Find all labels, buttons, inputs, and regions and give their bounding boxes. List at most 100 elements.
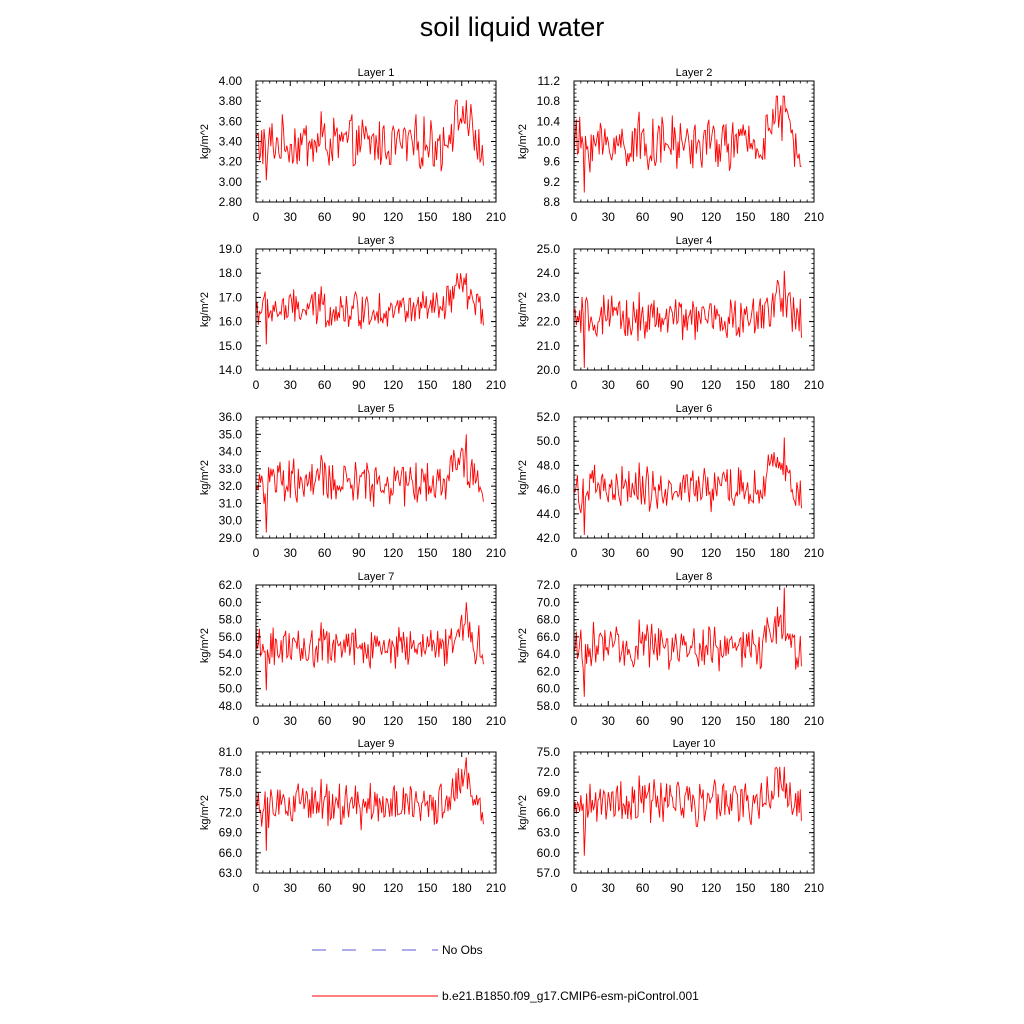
- x-tick-label: 30: [284, 881, 298, 895]
- y-tick-label: 15.0: [219, 339, 243, 353]
- x-tick-label: 60: [318, 714, 332, 728]
- x-tick-label: 60: [318, 210, 332, 224]
- y-axis-label: kg/m^2: [517, 460, 529, 495]
- x-tick-label: 150: [735, 714, 755, 728]
- x-tick-label: 150: [735, 378, 755, 392]
- x-tick-label: 30: [284, 714, 298, 728]
- x-tick-label: 60: [636, 881, 650, 895]
- x-tick-label: 180: [770, 210, 790, 224]
- y-tick-label: 8.8: [543, 195, 560, 209]
- y-tick-label: 48.0: [219, 699, 243, 713]
- x-tick-label: 90: [352, 546, 366, 560]
- series-line: [255, 99, 484, 181]
- x-tick-label: 0: [253, 210, 260, 224]
- y-tick-label: 66.0: [537, 806, 561, 820]
- panel-layer-10: Layer 10 kg/m^2 0 30 60 90 120 150 180 210 57.0 60.…: [517, 738, 824, 895]
- y-tick-label: 68.0: [537, 613, 561, 627]
- y-tick-label: 63.0: [219, 866, 243, 880]
- y-tick-label: 64.0: [537, 647, 561, 661]
- figure-title: soil liquid water: [419, 12, 605, 42]
- x-tick-label: 120: [701, 881, 721, 895]
- x-tick-label: 90: [670, 546, 684, 560]
- panel-title: Layer 3: [358, 235, 395, 247]
- x-tick-label: 210: [804, 881, 824, 895]
- y-tick-label: 81.0: [219, 745, 243, 759]
- panel-layer-6: Layer 6 kg/m^2 0 30 60 90 120 150 180 210 42.0 44.0…: [517, 403, 824, 560]
- y-tick-label: 17.0: [219, 290, 243, 304]
- y-tick-label: 58.0: [537, 699, 561, 713]
- series-line: [573, 766, 802, 856]
- plot-frame: [255, 248, 497, 371]
- x-tick-label: 120: [701, 378, 721, 392]
- y-tick-label: 3.00: [219, 175, 243, 189]
- y-tick-label: 69.0: [219, 826, 243, 840]
- x-tick-label: 210: [486, 881, 506, 895]
- panel-title: Layer 2: [676, 67, 713, 79]
- y-tick-label: 66.0: [219, 846, 243, 860]
- y-tick-label: 66.0: [537, 630, 561, 644]
- y-tick-label: 44.0: [537, 507, 561, 521]
- series-line: [573, 587, 802, 697]
- y-tick-label: 25.0: [537, 242, 561, 256]
- y-tick-label: 35.0: [219, 427, 243, 441]
- y-axis-label: kg/m^2: [199, 460, 211, 495]
- x-tick-label: 150: [417, 378, 437, 392]
- y-tick-label: 57.0: [537, 866, 561, 880]
- panel-layer-7: Layer 7 kg/m^2 0 30 60 90 120 150 180 210 48.0 50.0…: [199, 571, 506, 728]
- x-tick-label: 90: [670, 378, 684, 392]
- x-tick-label: 210: [486, 546, 506, 560]
- x-tick-label: 60: [636, 546, 650, 560]
- x-tick-label: 90: [670, 881, 684, 895]
- y-axis-label: kg/m^2: [199, 124, 211, 159]
- y-axis-label: kg/m^2: [517, 628, 529, 663]
- panel-layer-4: Layer 4 kg/m^2 0 30 60 90 120 150 180 210 20.0 21.0…: [517, 235, 824, 392]
- y-axis-label: kg/m^2: [199, 795, 211, 830]
- y-tick-label: 11.2: [538, 74, 561, 88]
- panel-title: Layer 5: [358, 403, 395, 415]
- panel-title: Layer 9: [358, 738, 395, 750]
- x-tick-label: 210: [804, 546, 824, 560]
- y-axis-label: kg/m^2: [517, 795, 529, 830]
- y-tick-label: 78.0: [219, 765, 243, 779]
- series-line: [255, 273, 484, 345]
- y-tick-label: 33.0: [219, 462, 243, 476]
- x-tick-label: 0: [571, 546, 578, 560]
- y-tick-label: 62.0: [219, 578, 243, 592]
- y-tick-label: 20.0: [537, 363, 561, 377]
- x-tick-label: 30: [602, 546, 616, 560]
- y-tick-label: 21.0: [537, 339, 561, 353]
- x-tick-label: 120: [383, 881, 403, 895]
- panel-layer-2: Layer 2 kg/m^2 0 30 60 90 120 150 180 210 8.8 9.2 9.…: [517, 67, 824, 224]
- y-tick-label: 72.0: [537, 578, 561, 592]
- x-tick-label: 0: [253, 546, 260, 560]
- y-tick-label: 4.00: [219, 74, 243, 88]
- y-tick-label: 60.0: [537, 846, 561, 860]
- y-tick-label: 50.0: [219, 682, 243, 696]
- y-tick-label: 19.0: [219, 242, 243, 256]
- panel-title: Layer 8: [676, 571, 713, 583]
- y-tick-label: 9.2: [543, 175, 560, 189]
- x-tick-label: 30: [284, 378, 298, 392]
- y-tick-label: 56.0: [219, 630, 243, 644]
- x-tick-label: 90: [670, 714, 684, 728]
- x-tick-label: 30: [602, 210, 616, 224]
- y-tick-label: 36.0: [219, 410, 243, 424]
- y-tick-label: 29.0: [219, 531, 243, 545]
- y-tick-label: 46.0: [537, 483, 561, 497]
- x-tick-label: 0: [253, 378, 260, 392]
- legend-entry-no-obs: No Obs: [310, 940, 510, 960]
- y-tick-label: 60.0: [537, 682, 561, 696]
- y-tick-label: 2.80: [219, 195, 243, 209]
- x-tick-label: 180: [770, 714, 790, 728]
- y-axis-label: kg/m^2: [199, 628, 211, 663]
- y-tick-label: 62.0: [537, 664, 561, 678]
- y-tick-label: 10.0: [537, 135, 561, 149]
- panel-layer-5: Layer 5 kg/m^2 0 30 60 90 120 150 180 210 29.0 30.0…: [199, 403, 506, 560]
- x-tick-label: 0: [571, 881, 578, 895]
- y-tick-label: 50.0: [537, 434, 561, 448]
- panel-layer-3: Layer 3 kg/m^2 0 30 60 90 120 150 180 210 14.0 15.0…: [199, 235, 506, 392]
- y-tick-label: 18.0: [219, 266, 243, 280]
- x-tick-label: 120: [701, 210, 721, 224]
- x-tick-label: 0: [571, 210, 578, 224]
- x-tick-label: 60: [636, 378, 650, 392]
